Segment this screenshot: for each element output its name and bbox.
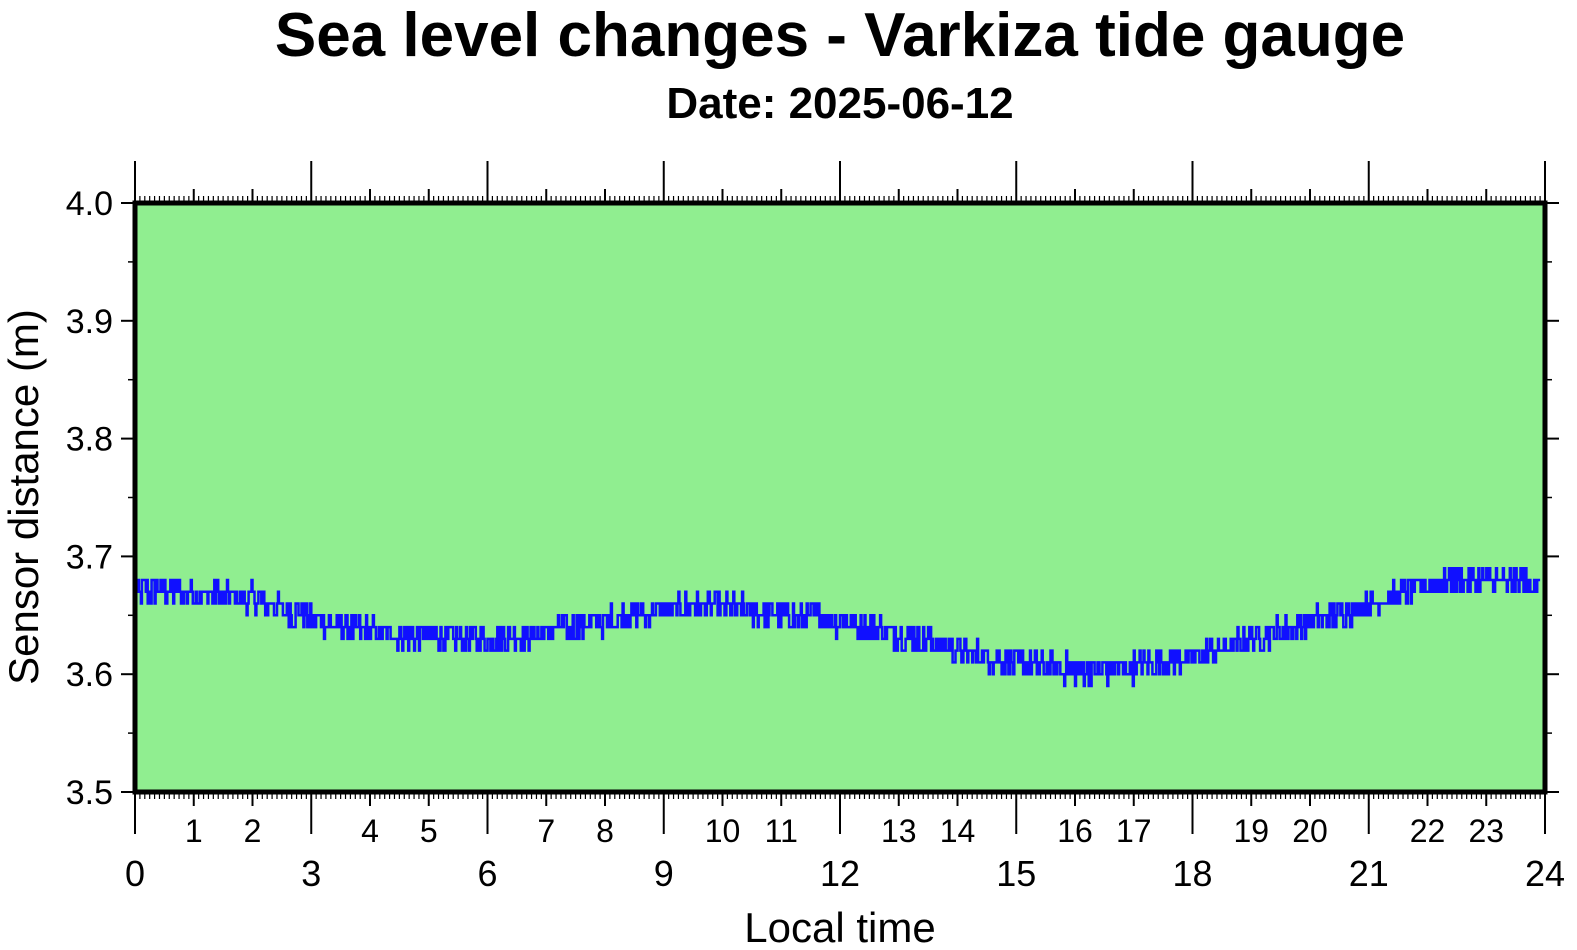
- x-major-tick-label: 9: [654, 853, 674, 894]
- x-major-tick-label: 15: [996, 853, 1036, 894]
- x-hour-tick-label: 11: [765, 813, 798, 849]
- x-major-tick-label: 21: [1349, 853, 1389, 894]
- x-major-tick-label: 12: [820, 853, 860, 894]
- y-tick-label: 3.9: [66, 303, 113, 341]
- x-major-tick-label: 24: [1525, 853, 1565, 894]
- x-hour-tick-label: 22: [1410, 813, 1446, 849]
- y-tick-label: 3.7: [66, 538, 113, 576]
- x-hour-tick-label: 5: [420, 813, 438, 849]
- y-tick-label: 3.8: [66, 421, 113, 459]
- chart-subtitle: Date: 2025-06-12: [666, 79, 1013, 128]
- x-major-tick-label: 0: [125, 853, 145, 894]
- x-hour-tick-label: 16: [1057, 813, 1093, 849]
- x-hour-tick-label: 2: [244, 813, 262, 849]
- chart-title: Sea level changes - Varkiza tide gauge: [275, 1, 1405, 70]
- major-ticks: [121, 161, 1559, 834]
- sea-level-line: [135, 566, 1541, 688]
- x-hour-tick-label: 23: [1468, 813, 1504, 849]
- x-hour-tick-label: 4: [361, 813, 379, 849]
- x-major-tick-label: 18: [1172, 853, 1212, 894]
- x-hour-tick-label: 13: [881, 813, 917, 849]
- y-tick-label: 3.5: [66, 774, 113, 812]
- x-hour-tick-label: 17: [1116, 813, 1152, 849]
- plot-area: [135, 203, 1545, 792]
- x-tick-labels: 1 2 4 5 7 8 10 11 13 14 16 17 19 20 22 230 3 6 9 12 15 18 21 24: [125, 813, 1565, 894]
- x-hour-tick-label: 20: [1292, 813, 1328, 849]
- x-hour-tick-label: 14: [940, 813, 976, 849]
- x-axis-label: Local time: [744, 904, 935, 950]
- x-hour-tick-label: 8: [596, 813, 614, 849]
- x-major-tick-label: 6: [477, 853, 497, 894]
- y-tick-labels: 3.5 3.6 3.7 3.8 3.9 4.0: [66, 185, 113, 812]
- y-axis-label: Sensor distance (m): [0, 309, 47, 685]
- x-hour-tick-label: 19: [1233, 813, 1269, 849]
- x-hour-tick-label: 1: [185, 813, 203, 849]
- plot-frame: [132, 200, 1548, 795]
- x-hour-tick-label: 7: [537, 813, 555, 849]
- x-hour-tick-label: 10: [705, 813, 741, 849]
- y-tick-label: 3.6: [66, 656, 113, 694]
- y-tick-label: 4.0: [66, 185, 113, 223]
- x-major-tick-label: 3: [301, 853, 321, 894]
